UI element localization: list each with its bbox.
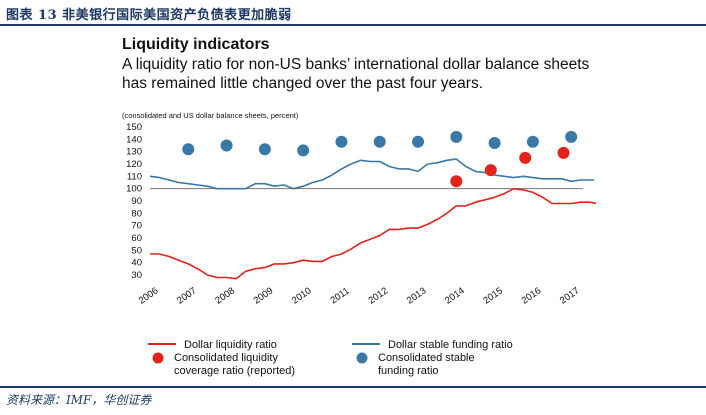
legend-label-dollar-stable-funding-ratio: Dollar stable funding ratio [388, 339, 513, 351]
y-tick-label: 110 [127, 171, 142, 182]
dot-consolidated-nsfr [526, 135, 539, 148]
x-tick-label: 2008 [213, 285, 237, 306]
x-tick-label: 2007 [175, 285, 199, 306]
dot-consolidated-nsfr [450, 130, 463, 143]
x-tick-label: 2016 [520, 285, 544, 306]
legend-label-consolidated-nsfr: funding ratio [378, 365, 439, 377]
chart-note: (consolidated and US dollar balance shee… [122, 111, 299, 120]
dot-consolidated-nsfr [220, 139, 233, 152]
series-line-dollar-liquidity-ratio [150, 187, 597, 280]
dot-consolidated-lcr [450, 175, 463, 188]
dot-consolidated-lcr [557, 146, 570, 159]
y-tick-label: 80 [131, 208, 142, 219]
y-tick-label: 150 [126, 122, 142, 133]
dot-consolidated-nsfr [565, 130, 578, 143]
x-tick-label: 2006 [137, 285, 161, 306]
bottom-rule [0, 386, 706, 388]
legend-label-dollar-liquidity-ratio: Dollar liquidity ratio [184, 339, 277, 351]
x-tick-label: 2017 [558, 285, 582, 306]
chart-title: Liquidity indicators [122, 36, 270, 53]
chart-subtitle: A liquidity ratio for non-US banks’ inte… [122, 56, 590, 92]
dot-consolidated-lcr [519, 151, 532, 164]
y-tick-label: 60 [131, 233, 142, 244]
dot-consolidated-nsfr [297, 144, 310, 157]
y-tick-label: 140 [126, 134, 142, 145]
y-tick-label: 130 [126, 147, 142, 158]
legend-label-consolidated-lcr: Consolidated liquidity [174, 352, 278, 364]
x-tick-label: 2011 [328, 286, 351, 307]
x-tick-label: 2013 [405, 285, 429, 306]
y-tick-label: 120 [126, 159, 142, 170]
dot-consolidated-nsfr [488, 137, 501, 150]
y-tick-label: 50 [131, 245, 142, 256]
dot-consolidated-nsfr [373, 135, 386, 148]
x-tick-label: 2010 [290, 285, 314, 306]
y-tick-label: 100 [126, 184, 142, 195]
legend-swatch-consolidated-lcr [152, 352, 164, 364]
x-tick-label: 2009 [252, 285, 276, 306]
series-line-dollar-stable-funding-ratio [149, 158, 595, 190]
legend-swatch-consolidated-nsfr [356, 352, 368, 364]
dot-consolidated-nsfr [335, 135, 348, 148]
dot-consolidated-nsfr [412, 135, 425, 148]
figure-title: 图表 13 非美银行国际美国资产负债表更加脆弱 [6, 8, 292, 23]
x-tick-label: 2014 [443, 285, 467, 306]
y-tick-label: 90 [131, 196, 142, 207]
source-note: 资料来源：IMF，华创证券 [6, 393, 152, 407]
y-tick-label: 30 [131, 270, 142, 281]
y-tick-label: 40 [131, 258, 142, 269]
x-tick-label: 2012 [366, 285, 390, 306]
dot-consolidated-nsfr [258, 143, 271, 156]
dot-consolidated-nsfr [182, 143, 195, 156]
x-tick-label: 2015 [481, 285, 505, 306]
legend-label-consolidated-nsfr: Consolidated stable [378, 352, 475, 364]
top-rule [0, 24, 706, 26]
y-tick-label: 70 [131, 221, 142, 232]
legend-label-consolidated-lcr: coverage ratio (reported) [174, 365, 295, 377]
dot-consolidated-lcr [484, 164, 497, 177]
